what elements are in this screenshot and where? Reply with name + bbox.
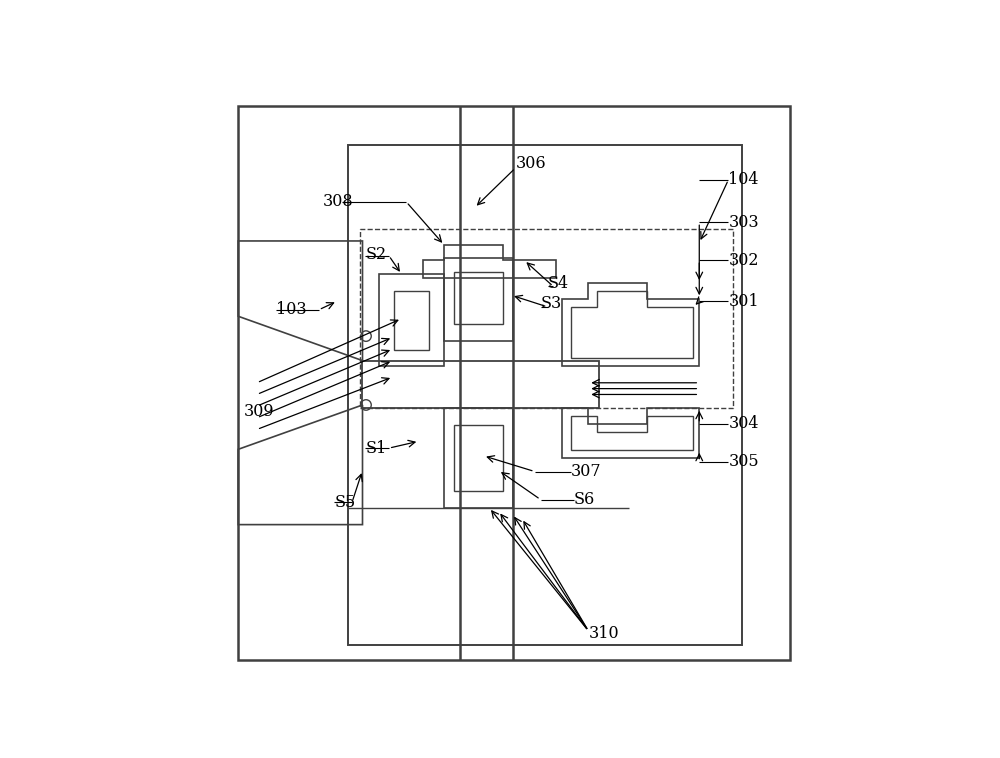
Text: 306: 306 xyxy=(515,155,546,172)
Text: 310: 310 xyxy=(588,625,619,642)
Text: 301: 301 xyxy=(728,293,759,309)
Text: 302: 302 xyxy=(728,252,759,269)
Text: 104: 104 xyxy=(728,171,759,188)
Text: S1: S1 xyxy=(365,440,387,456)
Text: 308: 308 xyxy=(323,193,353,211)
Text: 309: 309 xyxy=(244,403,275,421)
Text: S3: S3 xyxy=(541,296,562,312)
Text: 103: 103 xyxy=(276,302,307,318)
Text: 303: 303 xyxy=(728,214,759,230)
Text: S6: S6 xyxy=(574,491,595,508)
Text: S5: S5 xyxy=(334,494,356,511)
Text: 304: 304 xyxy=(728,415,759,432)
Text: 305: 305 xyxy=(728,453,759,470)
Text: 307: 307 xyxy=(571,463,601,480)
Text: S4: S4 xyxy=(548,275,569,292)
Text: S2: S2 xyxy=(365,246,387,263)
